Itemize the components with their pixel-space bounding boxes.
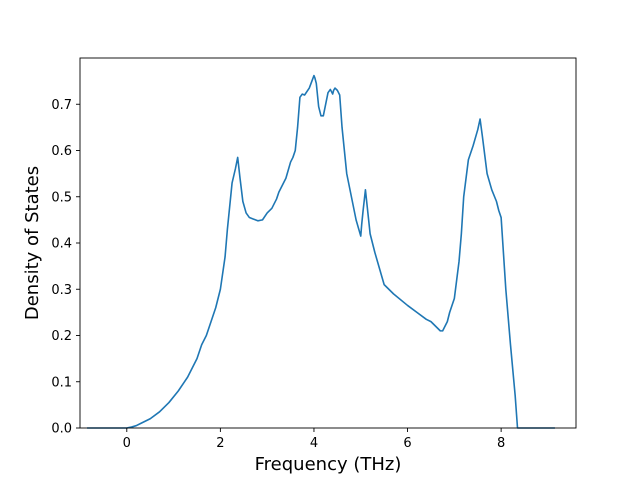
y-tick-label: 0.1: [51, 375, 72, 390]
x-tick-label: 0: [123, 436, 131, 451]
y-tick-label: 0.7: [51, 98, 72, 113]
x-tick-label: 2: [216, 436, 224, 451]
y-axis: 0.0 0.1 0.2 0.3 0.4 0.5 0.6 0.7: [51, 98, 80, 437]
x-axis: 0 2 4 6 8: [123, 428, 505, 451]
y-tick-label: 0.2: [51, 329, 72, 344]
y-axis-label: Density of States: [22, 166, 43, 320]
y-tick-label: 0.5: [51, 190, 72, 205]
y-tick-label: 0.3: [51, 283, 72, 298]
y-tick-label: 0.4: [51, 237, 72, 252]
y-tick-label: 0.6: [51, 144, 72, 159]
x-tick-label: 4: [310, 436, 318, 451]
dos-series-line: [87, 74, 555, 429]
axes-frame: [79, 57, 577, 429]
x-tick-label: 6: [403, 436, 411, 451]
x-axis-label: Frequency (THz): [255, 454, 402, 475]
y-tick-label: 0.0: [51, 422, 72, 437]
x-tick-label: 8: [497, 436, 505, 451]
